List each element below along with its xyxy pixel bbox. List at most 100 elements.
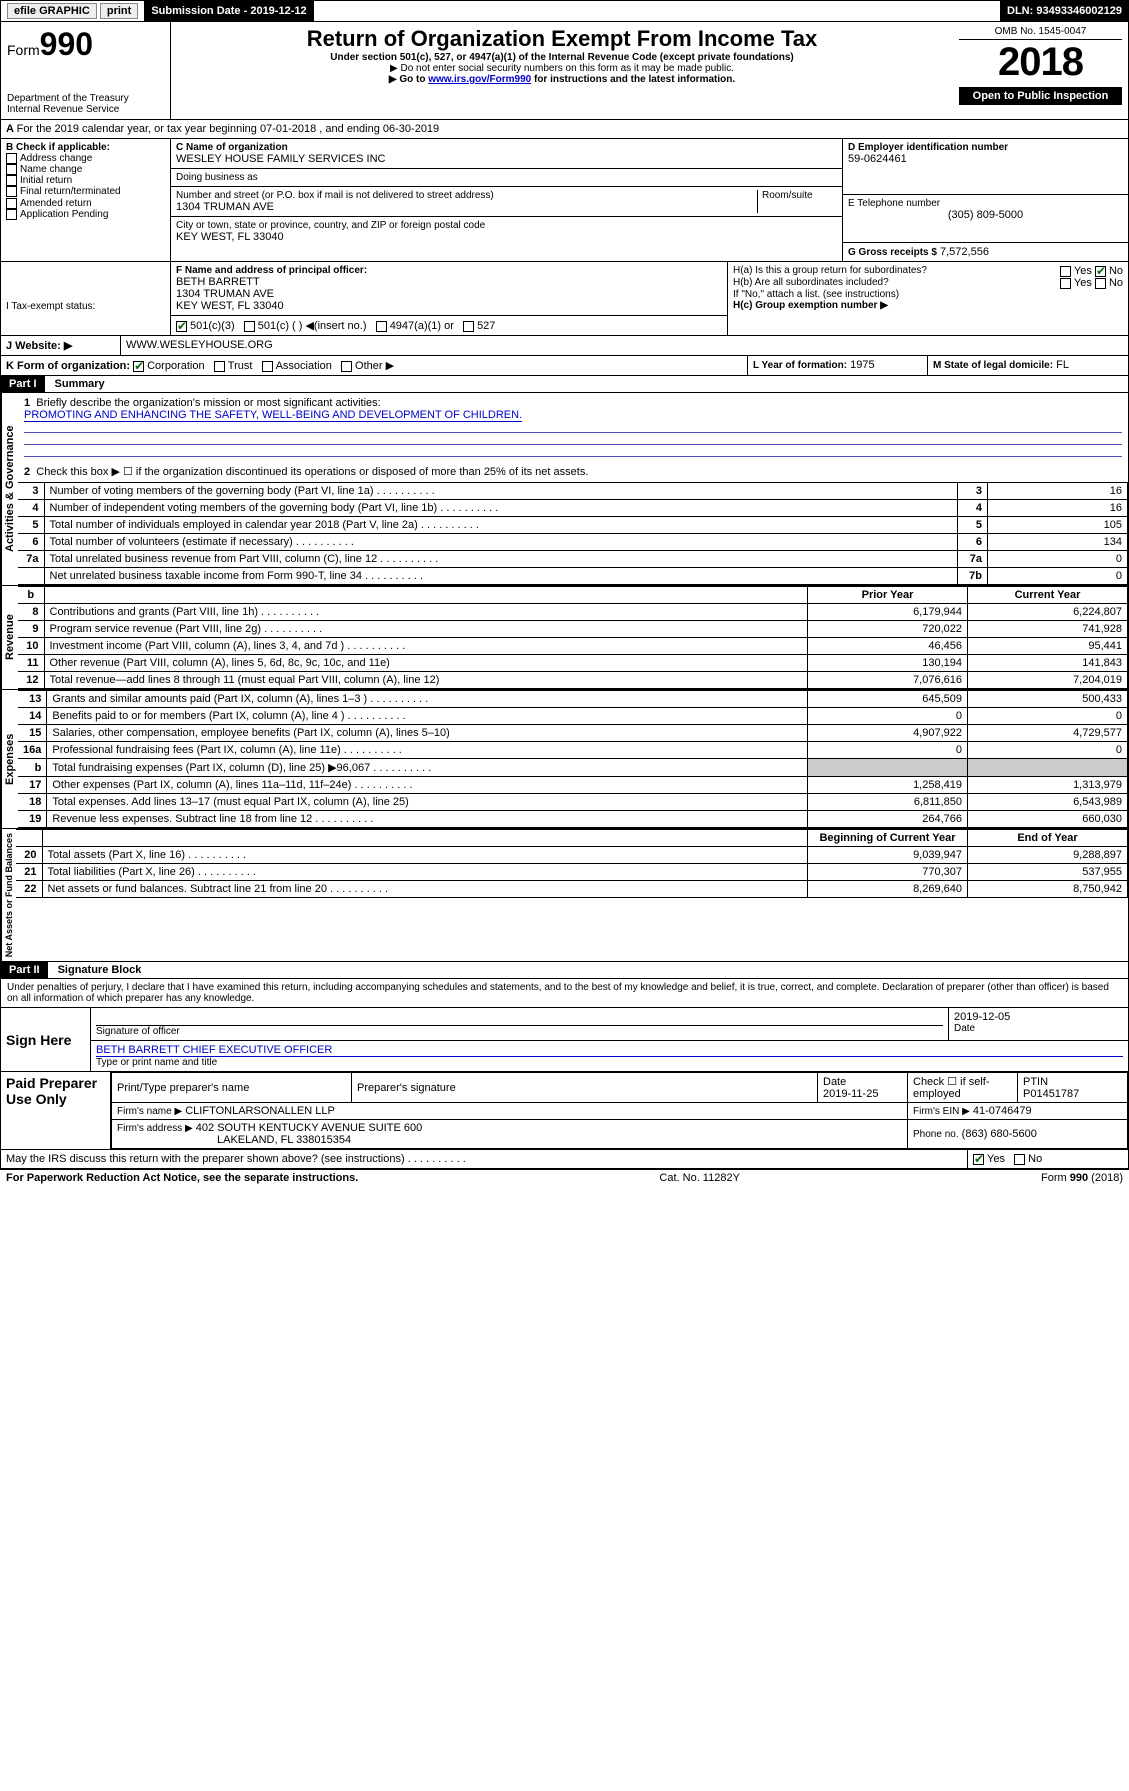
- firm-addr2: LAKELAND, FL 338015354: [117, 1134, 351, 1146]
- firm-ein: 41-0746479: [973, 1105, 1032, 1117]
- part2-header: Part II Signature Block: [0, 962, 1129, 979]
- footer-pra: For Paperwork Reduction Act Notice, see …: [6, 1172, 358, 1184]
- col-prior: Prior Year: [808, 587, 968, 604]
- irs-link[interactable]: www.irs.gov/Form990: [428, 74, 531, 85]
- cb-4947[interactable]: [376, 321, 387, 332]
- cb-amended[interactable]: Amended return: [20, 198, 92, 209]
- prep-date-label: Date: [823, 1076, 846, 1088]
- box-i-left: I Tax-exempt status:: [1, 262, 171, 335]
- prep-sig-label: Preparer's signature: [352, 1073, 818, 1103]
- data-row: 13 Grants and similar amounts paid (Part…: [18, 691, 1128, 708]
- form-org-row: K Form of organization: Corporation Trus…: [0, 356, 1129, 376]
- h-b-note: If "No," attach a list. (see instruction…: [733, 289, 1123, 300]
- cb-name-change[interactable]: Name change: [20, 164, 82, 175]
- data-row: 19 Revenue less expenses. Subtract line …: [18, 811, 1128, 828]
- cb-assoc[interactable]: [262, 361, 273, 372]
- data-row: 16a Professional fundraising fees (Part …: [18, 742, 1128, 759]
- cb-501c[interactable]: [244, 321, 255, 332]
- open-to-public: Open to Public Inspection: [959, 87, 1122, 105]
- box-b: B Check if applicable: Address change Na…: [1, 139, 171, 261]
- q1-label: Briefly describe the organization's miss…: [36, 397, 380, 409]
- website-label: J Website: ▶: [1, 336, 121, 355]
- print-button[interactable]: print: [100, 3, 138, 19]
- footer: For Paperwork Reduction Act Notice, see …: [0, 1169, 1129, 1186]
- type-name-label: Type or print name and title: [96, 1057, 1123, 1068]
- tax-exempt-label: I Tax-exempt status:: [6, 301, 165, 312]
- cb-app-pending[interactable]: Application Pending: [20, 209, 108, 220]
- cb-hb-no[interactable]: [1095, 278, 1106, 289]
- box-h: H(a) Is this a group return for subordin…: [728, 262, 1128, 335]
- box-b-label: B Check if applicable:: [6, 142, 165, 153]
- governance-section: Activities & Governance 1 Briefly descri…: [0, 393, 1129, 586]
- cb-other[interactable]: [341, 361, 352, 372]
- form-number: Form990: [7, 26, 164, 63]
- gov-side-label: Activities & Governance: [1, 393, 18, 585]
- part1-label: Part I: [1, 376, 45, 392]
- cb-initial-return[interactable]: Initial return: [20, 175, 72, 186]
- cb-corp[interactable]: [133, 361, 144, 372]
- efile-graphic-button[interactable]: efile GRAPHIC: [7, 3, 97, 19]
- cb-501c3[interactable]: [176, 321, 187, 332]
- org-name: WESLEY HOUSE FAMILY SERVICES INC: [176, 153, 837, 165]
- gov-row: 3 Number of voting members of the govern…: [18, 483, 1128, 500]
- gov-row: 7a Total unrelated business revenue from…: [18, 551, 1128, 568]
- topbar-spacer: [314, 1, 1001, 21]
- firm-ein-label: Firm's EIN ▶: [913, 1106, 970, 1117]
- box-l: L Year of formation: 1975: [748, 356, 928, 375]
- cb-ha-no[interactable]: [1095, 266, 1106, 277]
- expenses-section: Expenses 13 Grants and similar amounts p…: [0, 690, 1129, 829]
- gov-row: Net unrelated business taxable income fr…: [18, 568, 1128, 585]
- form-note-2: ▶ Go to www.irs.gov/Form990 for instruct…: [181, 74, 943, 85]
- ptin-value: P01451787: [1023, 1088, 1079, 1100]
- gov-row: 6 Total number of volunteers (estimate i…: [18, 534, 1128, 551]
- cb-discuss-no[interactable]: [1014, 1154, 1025, 1165]
- data-row: 18 Total expenses. Add lines 13–17 (must…: [18, 794, 1128, 811]
- sign-here-block: Sign Here Signature of officer 2019-12-0…: [0, 1008, 1129, 1072]
- cb-discuss-yes[interactable]: [973, 1154, 984, 1165]
- tax-year: 2018: [959, 40, 1122, 85]
- room-suite-label: Room/suite: [757, 190, 837, 213]
- data-row: 22 Net assets or fund balances. Subtract…: [16, 881, 1128, 898]
- ptin-label: PTIN: [1023, 1076, 1048, 1088]
- org-name-label: C Name of organization: [176, 142, 837, 153]
- cb-trust[interactable]: [214, 361, 225, 372]
- prep-date: 2019-11-25: [823, 1088, 878, 1100]
- box-c: C Name of organization WESLEY HOUSE FAMI…: [171, 139, 843, 261]
- prep-name-label: Print/Type preparer's name: [112, 1073, 352, 1103]
- sig-officer-label: Signature of officer: [96, 1025, 943, 1037]
- firm-addr1: 402 SOUTH KENTUCKY AVENUE SUITE 600: [196, 1122, 422, 1134]
- tax-period-row: A For the 2019 calendar year, or tax yea…: [0, 120, 1129, 139]
- gov-table: 3 Number of voting members of the govern…: [18, 482, 1128, 585]
- dba-label: Doing business as: [176, 172, 837, 183]
- data-row: 17 Other expenses (Part IX, column (A), …: [18, 777, 1128, 794]
- dln: DLN: 93493346002129: [1001, 1, 1128, 21]
- data-row: 21 Total liabilities (Part X, line 26) 7…: [16, 864, 1128, 881]
- mission-text: PROMOTING AND ENHANCING THE SAFETY, WELL…: [24, 409, 522, 422]
- cb-ha-yes[interactable]: [1060, 266, 1071, 277]
- top-bar: efile GRAPHIC print Submission Date - 20…: [0, 0, 1129, 22]
- dept-treasury: Department of the Treasury Internal Reve…: [7, 93, 164, 115]
- data-row: 8 Contributions and grants (Part VIII, l…: [18, 604, 1128, 621]
- check-self-employed[interactable]: Check ☐ if self-employed: [908, 1073, 1018, 1103]
- box-deg: D Employer identification number 59-0624…: [843, 139, 1128, 261]
- cb-final-return[interactable]: Final return/terminated: [20, 187, 121, 198]
- firm-name-label: Firm's name ▶: [117, 1106, 182, 1117]
- q2-label: Check this box ▶ ☐ if the organization d…: [36, 466, 588, 478]
- city-label: City or town, state or province, country…: [176, 220, 837, 231]
- cb-hb-yes[interactable]: [1060, 278, 1071, 289]
- officer-name: BETH BARRETT: [176, 276, 722, 288]
- org-city: KEY WEST, FL 33040: [176, 231, 837, 243]
- cb-address-change[interactable]: Address change: [20, 153, 92, 164]
- cb-527[interactable]: [463, 321, 474, 332]
- net-table: Beginning of Current Year End of Year 20…: [16, 829, 1128, 898]
- data-row: 11 Other revenue (Part VIII, column (A),…: [18, 655, 1128, 672]
- officer-addr2: KEY WEST, FL 33040: [176, 300, 722, 312]
- col-current: Current Year: [968, 587, 1128, 604]
- data-row: 9 Program service revenue (Part VIII, li…: [18, 621, 1128, 638]
- sig-date: 2019-12-05: [954, 1011, 1123, 1023]
- paid-preparer-block: Paid Preparer Use Only Print/Type prepar…: [0, 1072, 1129, 1150]
- footer-form: Form 990 (2018): [1041, 1172, 1123, 1184]
- part2-title: Signature Block: [48, 964, 142, 976]
- officer-group-block: I Tax-exempt status: F Name and address …: [0, 262, 1129, 336]
- year-formation: 1975: [850, 359, 874, 371]
